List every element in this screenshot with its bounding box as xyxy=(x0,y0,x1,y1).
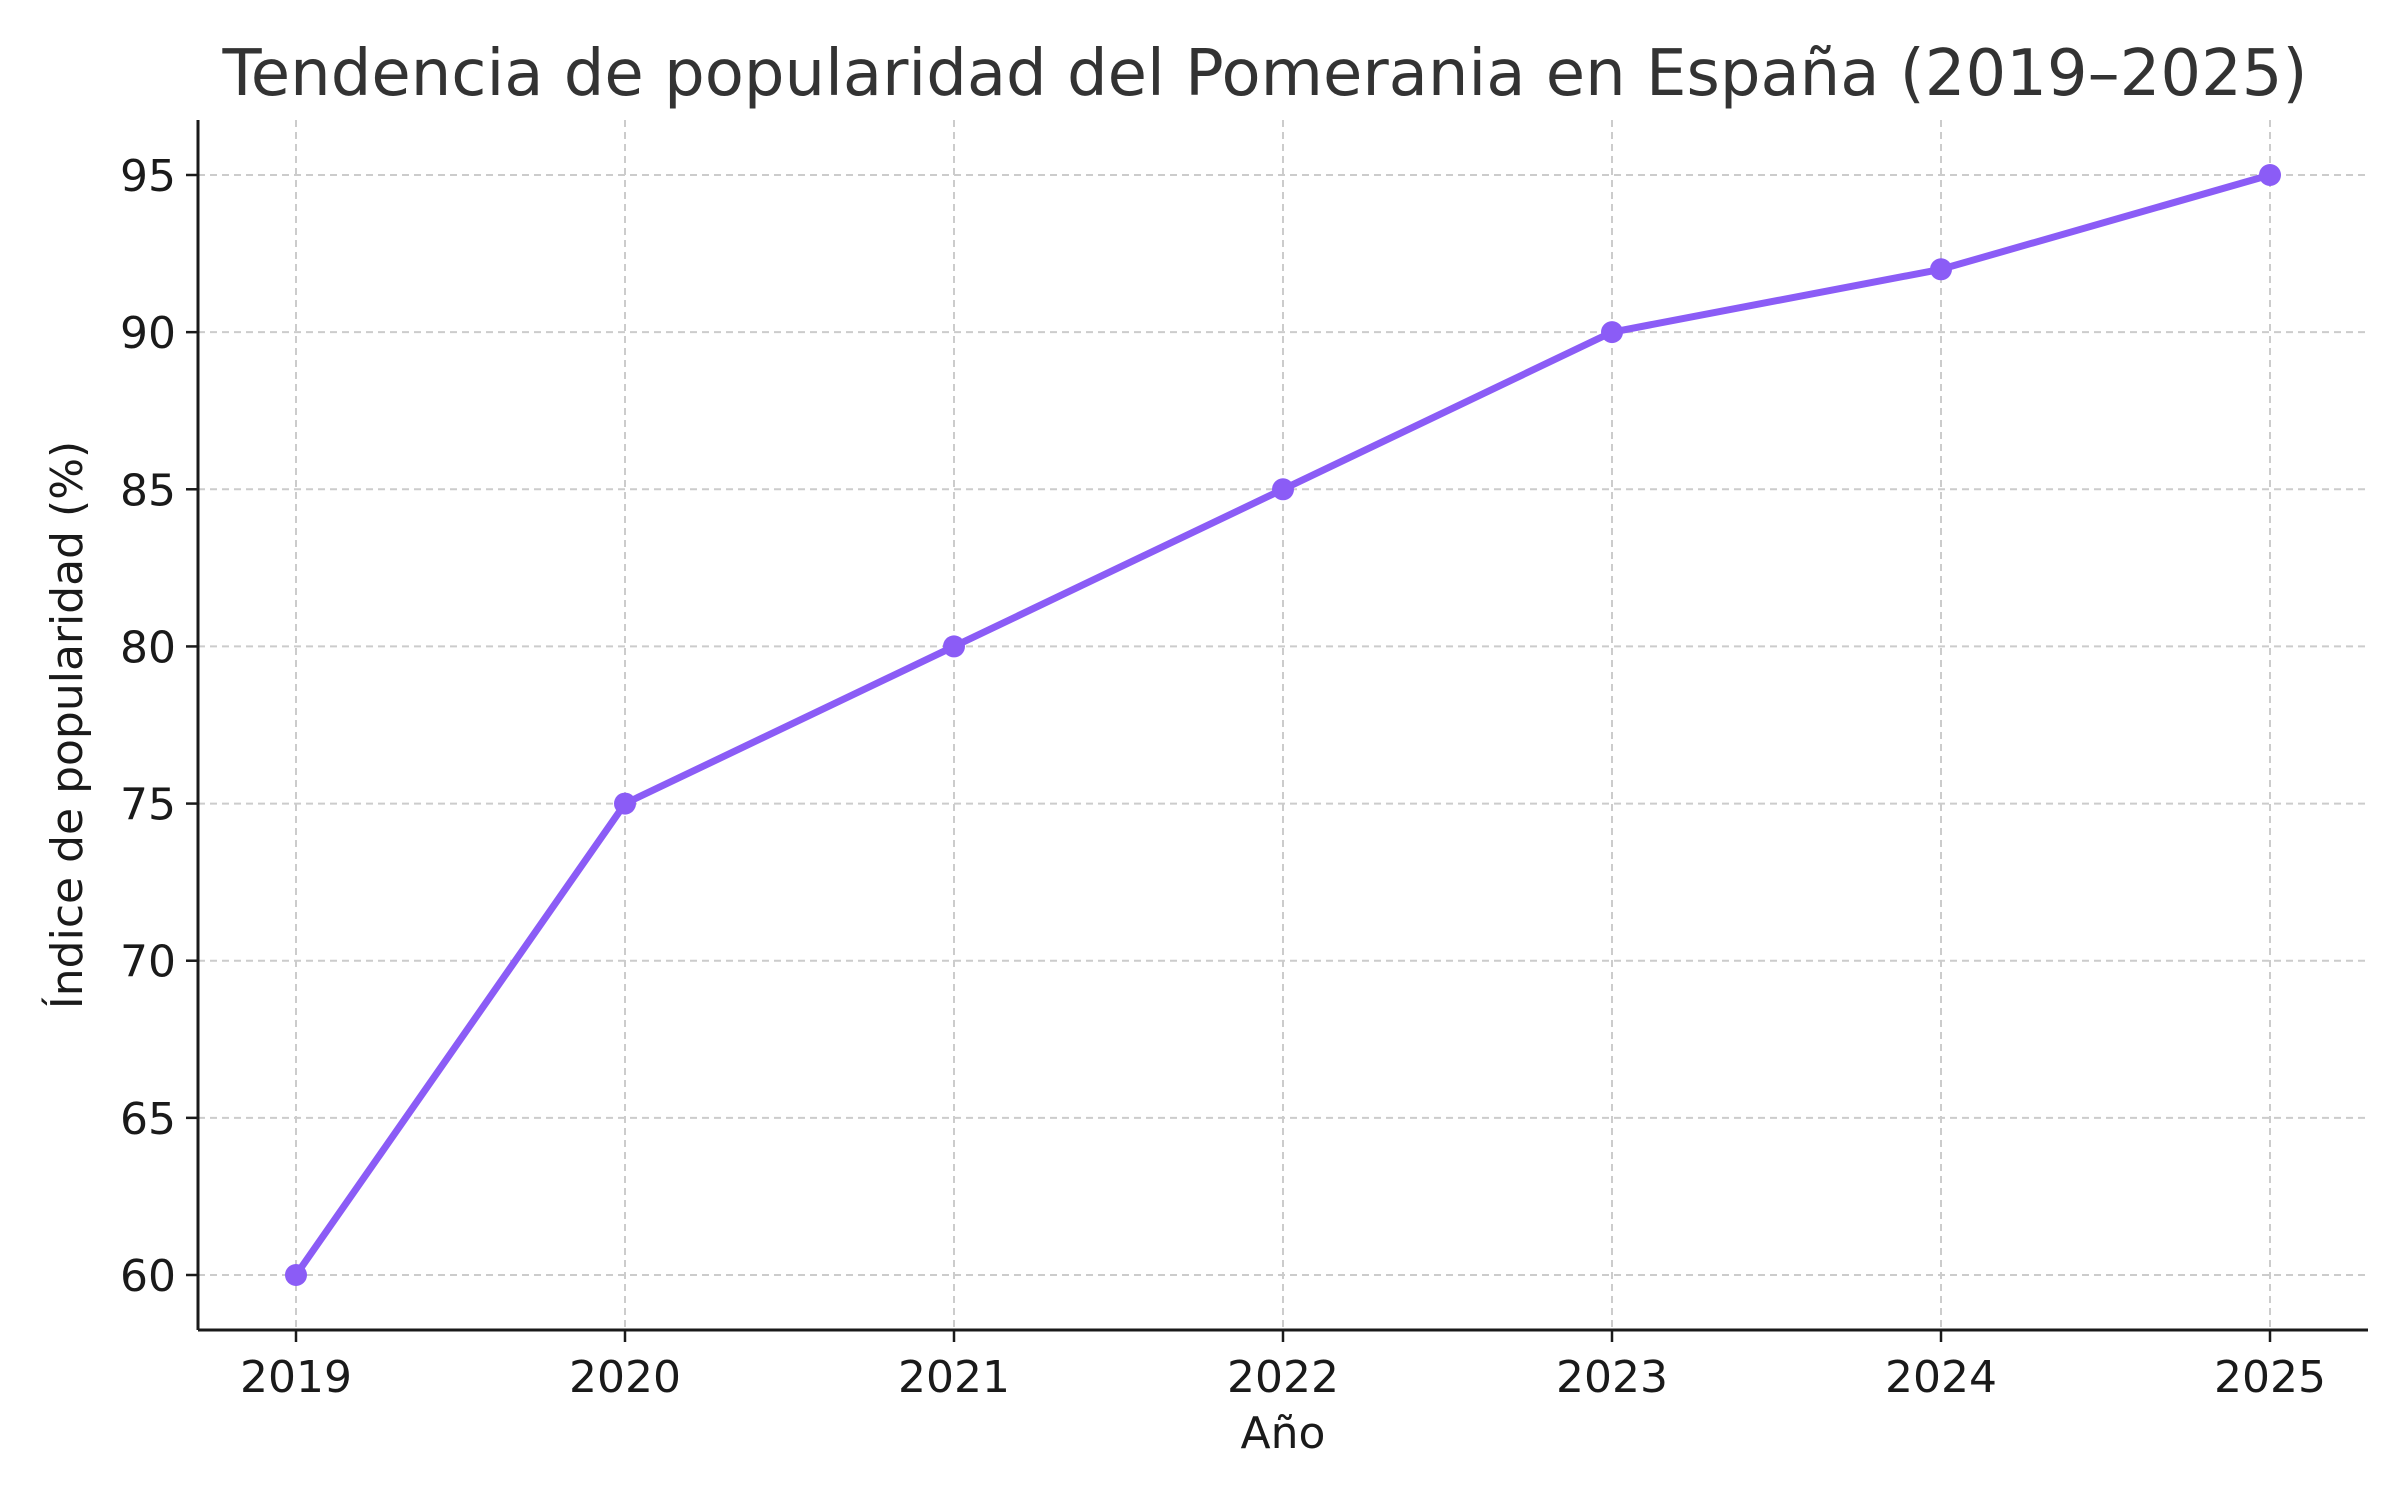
data-point xyxy=(1601,321,1623,344)
x-tick-label: 2020 xyxy=(569,1352,681,1403)
y-tick-label: 65 xyxy=(120,1094,176,1145)
chart-title: Tendencia de popularidad del Pomerania e… xyxy=(222,37,2308,111)
y-tick-label: 70 xyxy=(120,937,176,988)
y-axis-label: Índice de popularidad (%) xyxy=(40,441,93,1009)
x-axis-label: Año xyxy=(1241,1408,1326,1459)
y-ticks: 60 65 70 75 80 85 90 95 xyxy=(120,151,198,1302)
y-tick-label: 90 xyxy=(120,308,176,359)
x-tick-label: 2021 xyxy=(898,1352,1010,1403)
x-tick-label: 2022 xyxy=(1227,1352,1339,1403)
data-point xyxy=(1272,478,1294,501)
y-tick-label: 80 xyxy=(120,622,176,673)
y-tick-label: 85 xyxy=(120,465,176,516)
x-tick-label: 2025 xyxy=(2214,1352,2326,1403)
y-tick-label: 60 xyxy=(120,1251,176,1302)
y-tick-label: 95 xyxy=(120,151,176,202)
data-point xyxy=(285,1264,307,1286)
x-ticks: 2019 2020 2021 2022 2023 2024 2025 xyxy=(240,1330,2326,1403)
data-point xyxy=(943,635,965,658)
y-tick-label: 75 xyxy=(120,780,176,831)
data-point xyxy=(2259,164,2281,186)
x-tick-label: 2019 xyxy=(240,1352,352,1403)
data-point xyxy=(1930,258,1952,281)
series xyxy=(285,164,2281,1286)
x-tick-label: 2024 xyxy=(1885,1352,1997,1403)
data-point xyxy=(614,792,636,815)
x-tick-label: 2023 xyxy=(1556,1352,1668,1403)
grid xyxy=(198,120,2368,1330)
